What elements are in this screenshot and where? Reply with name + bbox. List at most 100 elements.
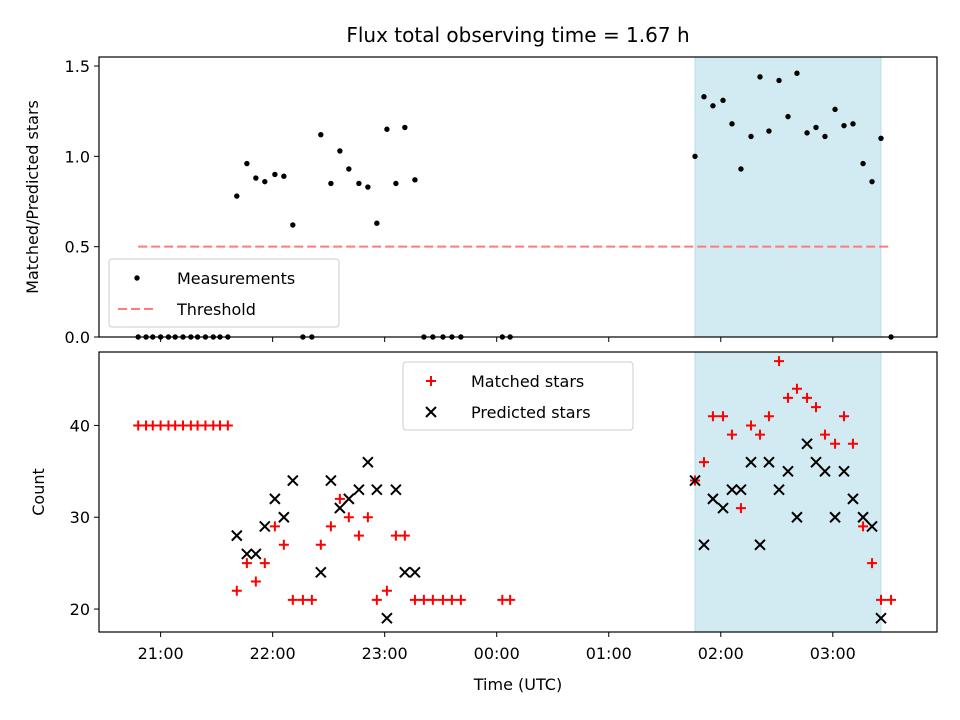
data-point: [773, 483, 785, 496]
data-point: [250, 576, 261, 587]
data-point: [437, 594, 448, 605]
data-point: [381, 585, 392, 596]
data-point: [412, 177, 418, 183]
data-point: [328, 180, 334, 187]
data-point: [847, 493, 859, 505]
data-point: [754, 539, 766, 551]
data-point: [446, 594, 457, 605]
axes-frame: [98, 351, 938, 633]
y-tick-label: 1.5: [65, 57, 90, 76]
data-point: [222, 420, 233, 431]
data-point: [707, 493, 719, 505]
data-point: [325, 474, 337, 487]
data-point: [689, 474, 701, 487]
data-point: [735, 503, 746, 514]
data-point: [776, 77, 782, 84]
x-tick-label: 22:00: [250, 644, 296, 663]
data-point: [371, 594, 382, 605]
data-point: [409, 566, 421, 579]
x-tick-label: 00:00: [474, 644, 520, 663]
data-point: [794, 70, 800, 76]
data-point: [353, 530, 364, 541]
data-point: [819, 465, 831, 478]
data-point: [720, 97, 726, 104]
data-point: [763, 411, 774, 422]
data-point: [409, 594, 420, 605]
y-tick-label: 1.0: [65, 147, 90, 166]
data-point: [371, 483, 383, 496]
data-point: [810, 456, 822, 468]
data-point: [710, 103, 716, 109]
data-point: [343, 493, 355, 505]
data-point: [717, 502, 729, 514]
data-point: [850, 121, 856, 127]
data-point: [785, 113, 791, 120]
data-point: [244, 160, 250, 167]
bottom-y-axis-label: Count: [29, 468, 48, 516]
y-tick-label: 0.0: [65, 328, 90, 347]
data-point: [278, 511, 290, 523]
x-tick-label: 02:00: [698, 644, 744, 663]
data-point: [269, 493, 281, 505]
data-point: [390, 530, 401, 541]
x-axis-label: Time (UTC): [473, 675, 562, 694]
y-tick-label: 40: [70, 416, 90, 435]
data-point: [878, 135, 884, 141]
data-point: [718, 411, 729, 422]
legend-label: Threshold: [176, 300, 256, 319]
data-point: [241, 558, 252, 569]
bottom-panel: 20 30 40 21:00 22:00 23:00 00:00 01:00 02:00 03:0…: [70, 351, 938, 663]
data-point: [362, 512, 373, 523]
data-point: [867, 558, 878, 569]
data-point: [402, 124, 408, 131]
data-point: [698, 539, 710, 551]
data-point: [841, 122, 847, 129]
data-point: [782, 392, 793, 403]
x-tick-label: 23:00: [362, 644, 408, 663]
data-point: [811, 402, 822, 413]
data-point: [262, 178, 268, 185]
data-point: [748, 133, 754, 140]
data-point: [346, 166, 352, 172]
data-point: [287, 474, 299, 487]
data-point: [418, 594, 429, 605]
data-point: [726, 429, 737, 440]
data-point: [306, 594, 317, 605]
data-point: [802, 392, 813, 403]
axes-frame: [98, 56, 938, 338]
data-point: [399, 530, 410, 541]
data-point: [353, 483, 365, 496]
data-point: [774, 356, 785, 367]
data-point: [886, 594, 897, 605]
data-point: [819, 429, 830, 440]
chart-title: Flux total observing time = 1.67 h: [346, 23, 689, 47]
data-point: [830, 438, 841, 449]
y-tick-label: 30: [70, 508, 90, 527]
y-tick-label: 20: [70, 600, 90, 619]
shaded-span: [694, 56, 882, 338]
data-point: [384, 126, 390, 132]
x-tick-label: 01:00: [586, 644, 632, 663]
legend: Matched stars Predicted stars: [402, 361, 634, 431]
data-point: [259, 520, 271, 533]
data-point: [374, 220, 380, 226]
data-point: [746, 420, 757, 431]
x-tick-label: 03:00: [810, 644, 856, 663]
series-1: [133, 356, 897, 605]
data-point: [241, 548, 253, 560]
legend-x-marker: [425, 406, 437, 418]
data-point: [813, 124, 819, 131]
data-point: [860, 160, 866, 167]
data-point: [822, 133, 828, 140]
data-point: [869, 178, 875, 185]
data-point: [334, 493, 345, 504]
legend-frame: [108, 258, 340, 328]
data-point: [832, 106, 838, 113]
data-point: [839, 411, 850, 422]
data-point: [766, 128, 772, 134]
data-point: [356, 180, 362, 187]
data-point: [505, 594, 516, 605]
data-point: [253, 175, 259, 181]
data-point: [318, 131, 324, 138]
